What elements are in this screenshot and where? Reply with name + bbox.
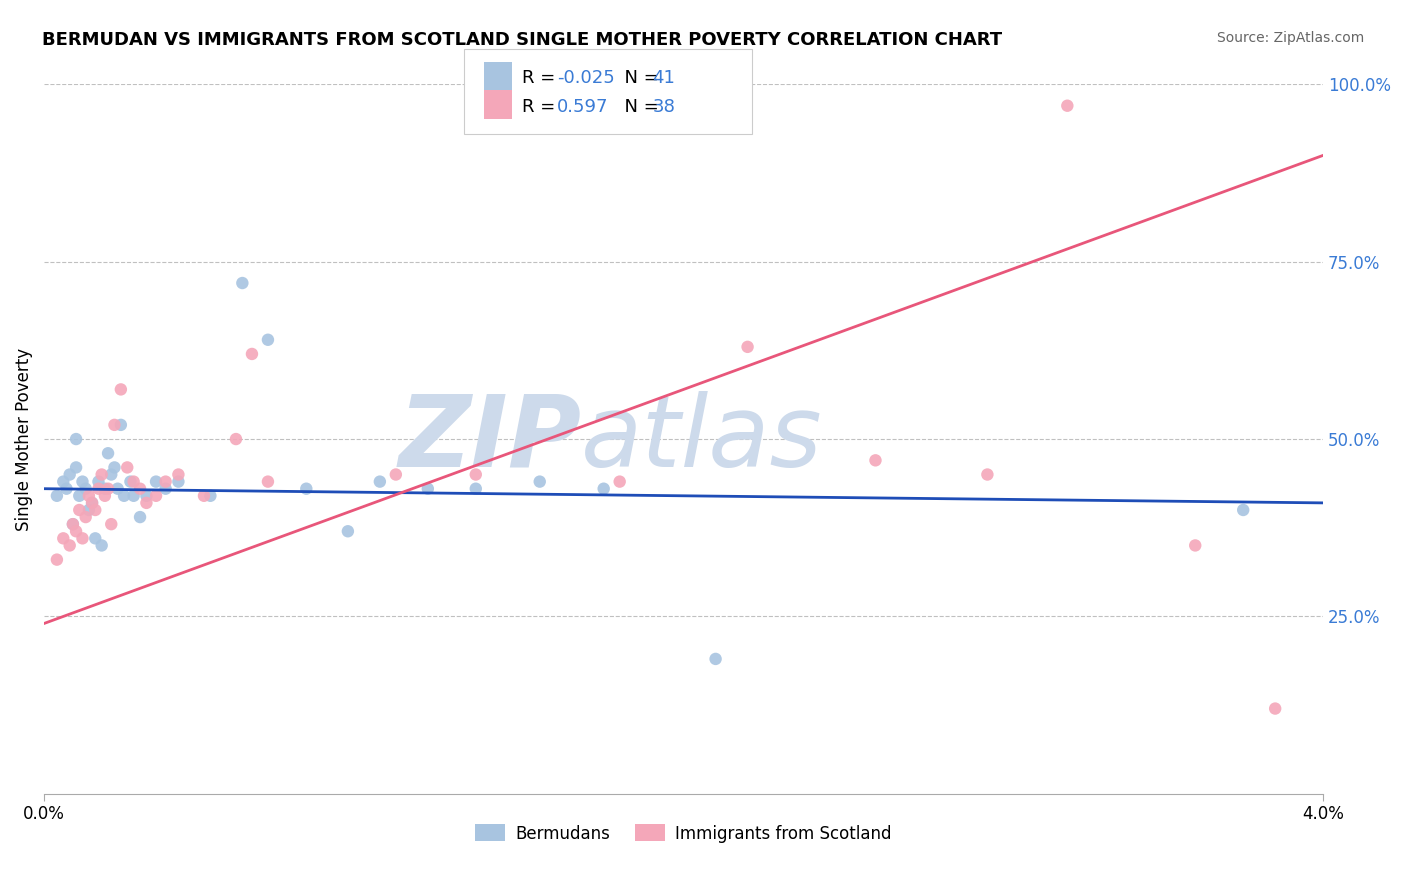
Point	[257, 333, 280, 347]
Text: N =: N =	[613, 70, 665, 87]
Point	[1184, 538, 1206, 552]
Text: ZIP: ZIP	[398, 391, 581, 488]
Point	[45, 489, 67, 503]
Point	[75, 482, 97, 496]
Point	[59, 467, 82, 482]
Point	[737, 340, 759, 354]
Point	[90, 467, 112, 482]
Point	[103, 460, 125, 475]
Point	[75, 510, 97, 524]
Point	[107, 482, 129, 496]
Point	[80, 496, 103, 510]
Point	[704, 652, 727, 666]
Point	[529, 475, 551, 489]
Point	[167, 475, 190, 489]
Point	[122, 475, 145, 489]
Point	[94, 489, 117, 503]
Text: 0.597: 0.597	[557, 98, 609, 116]
Point	[72, 475, 94, 489]
Point	[62, 517, 84, 532]
Point	[67, 503, 90, 517]
Point	[87, 475, 110, 489]
Point	[52, 475, 75, 489]
Point	[97, 482, 120, 496]
Point	[45, 552, 67, 566]
Point	[112, 489, 135, 503]
Text: Source: ZipAtlas.com: Source: ZipAtlas.com	[1216, 31, 1364, 45]
Text: -0.025: -0.025	[557, 70, 614, 87]
Legend: Bermudans, Immigrants from Scotland: Bermudans, Immigrants from Scotland	[468, 818, 898, 849]
Text: 41: 41	[652, 70, 675, 87]
Point	[145, 475, 167, 489]
Point	[129, 482, 152, 496]
Point	[167, 467, 190, 482]
Point	[225, 432, 247, 446]
Point	[72, 532, 94, 546]
Point	[94, 482, 117, 496]
Point	[145, 489, 167, 503]
Point	[97, 446, 120, 460]
Point	[84, 503, 107, 517]
Point	[609, 475, 631, 489]
Point	[1264, 701, 1286, 715]
Text: N =: N =	[613, 98, 665, 116]
Point	[67, 489, 90, 503]
Point	[193, 489, 215, 503]
Point	[464, 482, 486, 496]
Point	[257, 475, 280, 489]
Point	[295, 482, 318, 496]
Point	[100, 517, 122, 532]
Point	[135, 489, 157, 503]
Text: 38: 38	[652, 98, 675, 116]
Point	[62, 517, 84, 532]
Point	[52, 532, 75, 546]
Point	[1056, 99, 1078, 113]
Point	[65, 460, 87, 475]
Point	[240, 347, 263, 361]
Point	[129, 510, 152, 524]
Point	[336, 524, 359, 539]
Point	[110, 417, 132, 432]
Point	[464, 467, 486, 482]
Point	[87, 482, 110, 496]
Point	[117, 460, 139, 475]
Point	[65, 524, 87, 539]
Point	[77, 503, 100, 517]
Point	[1232, 503, 1254, 517]
Point	[90, 538, 112, 552]
Text: BERMUDAN VS IMMIGRANTS FROM SCOTLAND SINGLE MOTHER POVERTY CORRELATION CHART: BERMUDAN VS IMMIGRANTS FROM SCOTLAND SIN…	[42, 31, 1002, 49]
Point	[65, 432, 87, 446]
Point	[155, 482, 177, 496]
Point	[103, 417, 125, 432]
Point	[155, 475, 177, 489]
Point	[385, 467, 408, 482]
Text: atlas: atlas	[581, 391, 823, 488]
Text: R =: R =	[522, 98, 567, 116]
Point	[976, 467, 998, 482]
Point	[416, 482, 439, 496]
Point	[135, 496, 157, 510]
Point	[110, 383, 132, 397]
Point	[77, 489, 100, 503]
Point	[200, 489, 222, 503]
Y-axis label: Single Mother Poverty: Single Mother Poverty	[15, 348, 32, 531]
Point	[120, 475, 142, 489]
Point	[368, 475, 391, 489]
Text: R =: R =	[522, 70, 561, 87]
Point	[592, 482, 614, 496]
Point	[231, 276, 253, 290]
Point	[84, 532, 107, 546]
Point	[55, 482, 77, 496]
Point	[122, 489, 145, 503]
Point	[80, 496, 103, 510]
Point	[100, 467, 122, 482]
Point	[59, 538, 82, 552]
Point	[865, 453, 887, 467]
